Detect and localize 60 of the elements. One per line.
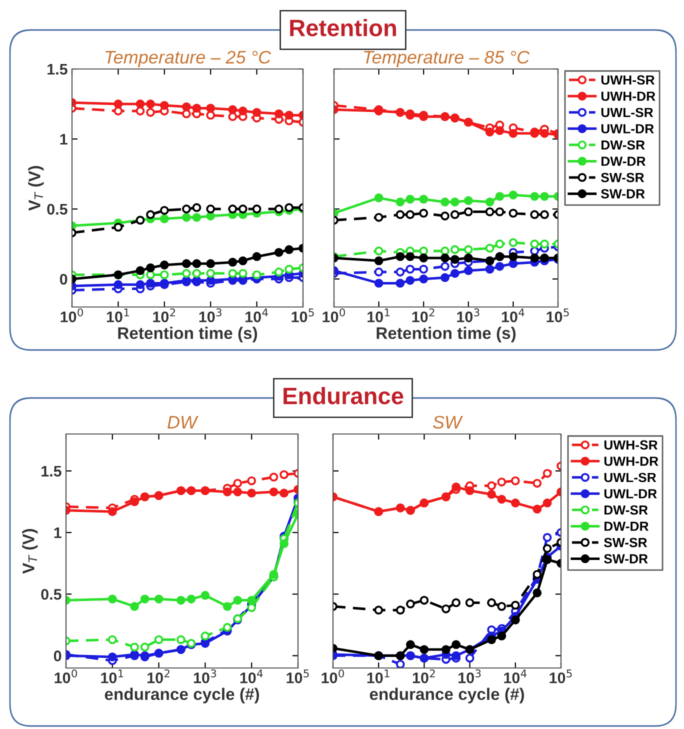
y-tick-label: 0 — [54, 650, 62, 662]
x-tick-label: 10$^{5}$ — [292, 308, 314, 322]
x-tick-label: 10$^{0}$ — [60, 308, 84, 322]
x-axis-title: Retention time (s) — [118, 326, 258, 342]
x-tick-label: 10$^{3}$ — [199, 308, 222, 322]
legend-label: UWL-DR — [604, 489, 657, 498]
y-tick-label: 1 — [60, 134, 68, 145]
y-tick-label: 1.5 — [42, 466, 62, 477]
legend-label: SW-SR — [604, 538, 648, 548]
x-tick-label: 10$^{1}$ — [367, 669, 390, 684]
chart-title: DW — [168, 416, 198, 428]
chart-title: Temperature – 25 °C — [106, 50, 272, 68]
chart-title: Temperature – 85 °C — [364, 50, 530, 68]
y-tick-label: 1 — [54, 528, 62, 538]
x-tick-label: 10$^{3}$ — [457, 308, 480, 322]
x-tick-label: 10$^{3}$ — [458, 669, 481, 684]
x-tick-label: 10$^{0}$ — [54, 669, 78, 684]
legend-label: UWL-SR — [601, 108, 654, 118]
x-tick-label: 10$^{0}$ — [322, 669, 344, 684]
x-tick-label: 10$^{1}$ — [106, 308, 129, 322]
legend-label: SW-SR — [601, 172, 644, 182]
x-tick-label: 10$^{0}$ — [322, 308, 346, 322]
x-tick-label: 10$^{4}$ — [504, 669, 527, 684]
legend-label: DW-DR — [602, 156, 646, 166]
y-tick-label: 1.5 — [48, 64, 68, 75]
y-tick-label: 0 — [60, 274, 68, 285]
x-tick-label: 10$^{2}$ — [412, 308, 434, 322]
legend-label: DW-SR — [604, 505, 648, 515]
y-tick-label: 0.5 — [41, 588, 62, 600]
legend-label: SW-DR — [601, 189, 645, 198]
legend-label: SW-DR — [604, 554, 648, 564]
legend-label: UWH-DR — [601, 92, 656, 101]
chart-title: SW — [432, 416, 463, 429]
x-axis-title: endurance cycle (#) — [104, 688, 259, 704]
y-axis-title: V$_{T}$ (V) — [22, 529, 38, 574]
legend-label: DW-DR — [604, 522, 649, 531]
x-tick-label: 10$^{3}$ — [194, 669, 216, 684]
y-tick-label: 0.5 — [47, 204, 68, 215]
legend-label: DW-SR — [602, 140, 645, 150]
legend-label: UWH-DR — [604, 456, 658, 466]
x-tick-label: 10$^{1}$ — [101, 669, 124, 684]
legend-label: UWL-SR — [604, 472, 656, 482]
x-tick-label: 10$^{4}$ — [502, 308, 524, 322]
x-tick-label: 10$^{4}$ — [246, 308, 268, 322]
legend-label: UWL-DR — [601, 124, 654, 134]
x-tick-label: 10$^{5}$ — [546, 308, 569, 322]
x-tick-label: 10$^{2}$ — [153, 308, 176, 322]
x-tick-label: 10$^{4}$ — [240, 669, 263, 684]
x-tick-label: 10$^{1}$ — [368, 308, 390, 322]
x-tick-label: 10$^{2}$ — [412, 669, 435, 684]
text: Endurance — [284, 386, 404, 404]
x-tick-label: 10$^{5}$ — [286, 669, 309, 684]
legend-label: UWH-SR — [601, 75, 655, 85]
x-tick-label: 10$^{2}$ — [148, 669, 170, 684]
y-axis-title: V$_{T}$ (V) — [28, 166, 44, 211]
x-tick-label: 10$^{5}$ — [550, 669, 572, 684]
legend-label: UWH-SR — [604, 440, 658, 450]
text: Retention — [290, 18, 396, 36]
x-axis-title: Retention time (s) — [376, 326, 516, 342]
x-axis-title: endurance cycle (#) — [370, 688, 524, 704]
